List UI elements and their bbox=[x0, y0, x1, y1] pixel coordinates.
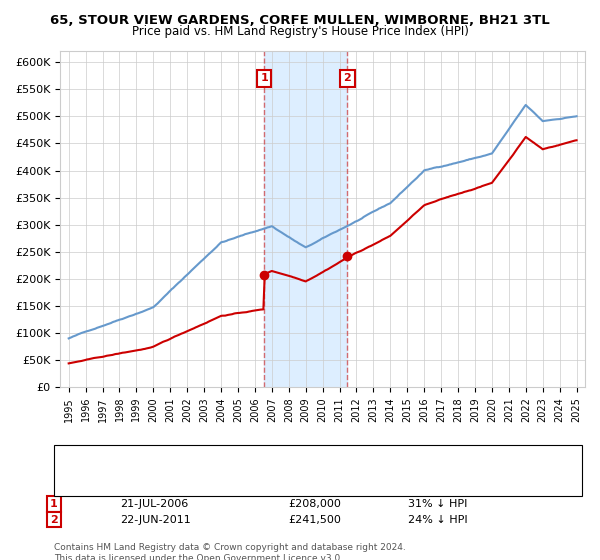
Text: 2: 2 bbox=[50, 515, 58, 525]
Text: —: — bbox=[78, 456, 95, 474]
Text: 24% ↓ HPI: 24% ↓ HPI bbox=[408, 515, 467, 525]
Text: 22-JUN-2011: 22-JUN-2011 bbox=[120, 515, 191, 525]
Text: 1: 1 bbox=[50, 499, 58, 509]
Bar bbox=[264, 52, 347, 387]
Text: 65, STOUR VIEW GARDENS, CORFE MULLEN, WIMBORNE, BH21 3TL (detached house): 65, STOUR VIEW GARDENS, CORFE MULLEN, WI… bbox=[105, 446, 524, 456]
Text: Contains HM Land Registry data © Crown copyright and database right 2024.
This d: Contains HM Land Registry data © Crown c… bbox=[54, 543, 406, 560]
Text: 31% ↓ HPI: 31% ↓ HPI bbox=[408, 499, 467, 509]
Text: Price paid vs. HM Land Registry's House Price Index (HPI): Price paid vs. HM Land Registry's House … bbox=[131, 25, 469, 38]
Text: 2: 2 bbox=[344, 73, 352, 83]
Text: 21-JUL-2006: 21-JUL-2006 bbox=[120, 499, 188, 509]
Text: 1: 1 bbox=[260, 73, 268, 83]
Text: £241,500: £241,500 bbox=[288, 515, 341, 525]
Text: HPI: Average price, detached house, Dorset: HPI: Average price, detached house, Dors… bbox=[105, 460, 319, 470]
Text: £208,000: £208,000 bbox=[288, 499, 341, 509]
Text: —: — bbox=[78, 442, 95, 460]
Text: 65, STOUR VIEW GARDENS, CORFE MULLEN, WIMBORNE, BH21 3TL: 65, STOUR VIEW GARDENS, CORFE MULLEN, WI… bbox=[50, 14, 550, 27]
